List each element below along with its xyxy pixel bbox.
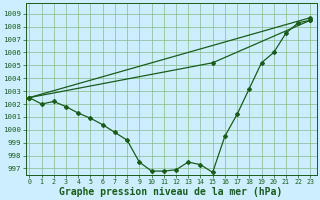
X-axis label: Graphe pression niveau de la mer (hPa): Graphe pression niveau de la mer (hPa) bbox=[60, 186, 283, 197]
